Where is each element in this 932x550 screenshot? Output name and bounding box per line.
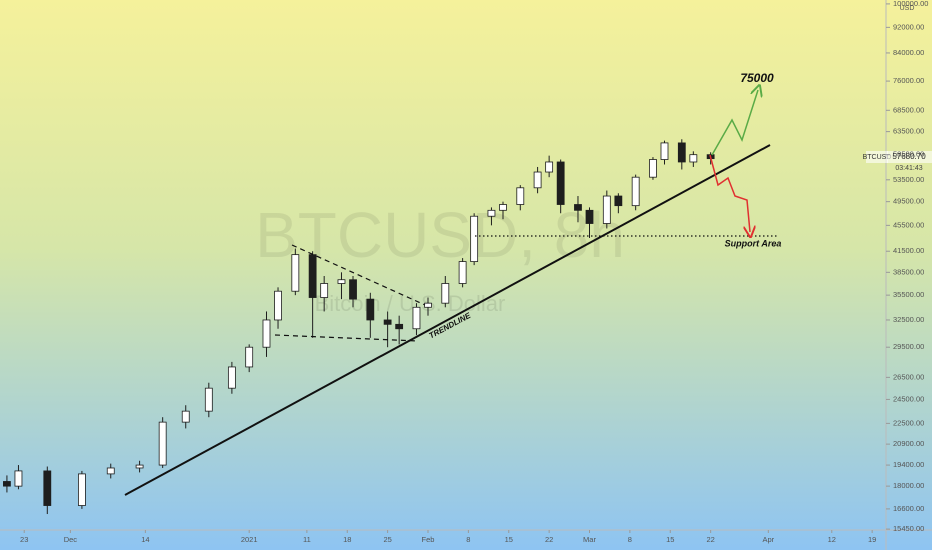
candle-body xyxy=(262,319,271,348)
bear-arrow xyxy=(709,154,750,232)
watermark-subtitle: Bitcoin / U.S. Dollar xyxy=(315,291,506,316)
y-tick-label: 22500.00 xyxy=(893,418,924,427)
y-tick-label: 68500.00 xyxy=(893,105,924,114)
candle-body xyxy=(337,279,346,284)
candle-body xyxy=(533,171,542,189)
y-tick-label: 24500.00 xyxy=(893,394,924,403)
bull-arrow xyxy=(711,90,758,156)
candle-body xyxy=(649,159,657,178)
currency: USD xyxy=(900,5,915,12)
x-tick-label: 18 xyxy=(343,535,351,544)
x-tick-label: Dec xyxy=(64,535,78,544)
candle-body xyxy=(677,142,686,163)
y-tick-label: 53500.00 xyxy=(893,175,924,184)
y-tick-label: 32500.00 xyxy=(893,315,924,324)
y-tick-label: 35500.00 xyxy=(893,290,924,299)
candle-body xyxy=(291,254,300,292)
x-tick-label: 2021 xyxy=(241,535,258,544)
x-tick-label: 15 xyxy=(505,535,513,544)
y-tick-label: 45500.00 xyxy=(893,220,924,229)
candle-body xyxy=(545,161,554,173)
candle-body xyxy=(470,215,479,262)
candle-body xyxy=(308,254,317,298)
x-tick-label: 19 xyxy=(868,535,876,544)
x-tick-label: Mar xyxy=(583,535,596,544)
candle-body xyxy=(458,261,467,284)
candle-body xyxy=(274,290,282,321)
candle-body xyxy=(135,464,144,469)
symbol-label: BTCUSD xyxy=(863,154,892,161)
candle-body xyxy=(181,410,190,423)
x-tick-label: 23 xyxy=(20,535,28,544)
candle-body xyxy=(395,323,404,330)
candle-body xyxy=(660,142,669,160)
candle-body xyxy=(14,470,23,487)
x-tick-label: 22 xyxy=(706,535,714,544)
candle-body xyxy=(585,209,594,224)
x-tick-label: 14 xyxy=(141,535,149,544)
candles xyxy=(3,139,715,515)
y-tick-label: 92000.00 xyxy=(893,22,924,31)
candle-body xyxy=(614,195,623,207)
price-tag: BTCUSD 57680.70 03:41:43 xyxy=(863,151,932,172)
y-tick-label: 19400.00 xyxy=(893,460,924,469)
candle-body xyxy=(320,283,329,298)
x-tick-label: 15 xyxy=(666,535,674,544)
x-tick-label: Apr xyxy=(762,535,774,544)
triangle-upper xyxy=(291,244,426,306)
candle-body xyxy=(366,298,375,321)
watermark: BTCUSD, 8h xyxy=(255,199,625,271)
candle-body xyxy=(441,283,450,304)
x-tick-label: 25 xyxy=(383,535,391,544)
y-tick-label: 63500.00 xyxy=(893,127,924,136)
candle-body xyxy=(349,279,357,300)
candle-body xyxy=(424,302,432,308)
y-tick-label: 49500.00 xyxy=(893,197,924,206)
x-tick-label: Feb xyxy=(422,535,435,544)
y-tick-label: 20900.00 xyxy=(893,439,924,448)
countdown: 03:41:43 xyxy=(895,165,922,172)
y-tick-label: 41500.00 xyxy=(893,246,924,255)
y-tick-label: 84000.00 xyxy=(893,48,924,57)
x-tick-label: 8 xyxy=(628,535,632,544)
candle-body xyxy=(43,470,52,506)
candle-body xyxy=(383,319,392,325)
candle-body xyxy=(631,176,640,207)
candle-body xyxy=(158,421,167,466)
x-tick-label: 8 xyxy=(466,535,470,544)
candle-body xyxy=(106,467,115,475)
x-tick-label: 22 xyxy=(545,535,553,544)
candle-body xyxy=(689,154,698,163)
x-tick-label: 11 xyxy=(303,535,311,544)
support-label: Support Area xyxy=(725,238,782,248)
y-tick-label: 26500.00 xyxy=(893,372,924,381)
y-tick-label: 38500.00 xyxy=(893,267,924,276)
y-tick-label: 76000.00 xyxy=(893,76,924,85)
triangle-lower xyxy=(274,334,419,342)
candle-body xyxy=(227,366,236,389)
candle-body xyxy=(556,161,565,205)
trendline xyxy=(124,144,771,496)
y-tick-label: 16600.00 xyxy=(893,504,924,513)
candle-body xyxy=(516,187,525,205)
candle-body xyxy=(574,204,582,211)
y-tick-label: 15450.00 xyxy=(893,524,924,533)
candle-body xyxy=(602,195,611,224)
candle-body xyxy=(499,204,507,211)
y-tick-label: 29500.00 xyxy=(893,342,924,351)
candle-body xyxy=(412,306,421,330)
y-tick-label: 18000.00 xyxy=(893,481,924,490)
candle-body xyxy=(487,209,496,217)
candle-body xyxy=(78,473,86,506)
candle-body xyxy=(204,387,213,412)
last-price: 57680.70 xyxy=(892,152,926,161)
y-tick-label: 58500.00 xyxy=(893,150,924,159)
candle-body xyxy=(3,481,11,487)
y-tick-label: 100000.00 xyxy=(893,0,928,8)
candle-body xyxy=(245,346,254,368)
target-label: 75000 xyxy=(740,71,774,85)
x-tick-label: 12 xyxy=(828,535,836,544)
